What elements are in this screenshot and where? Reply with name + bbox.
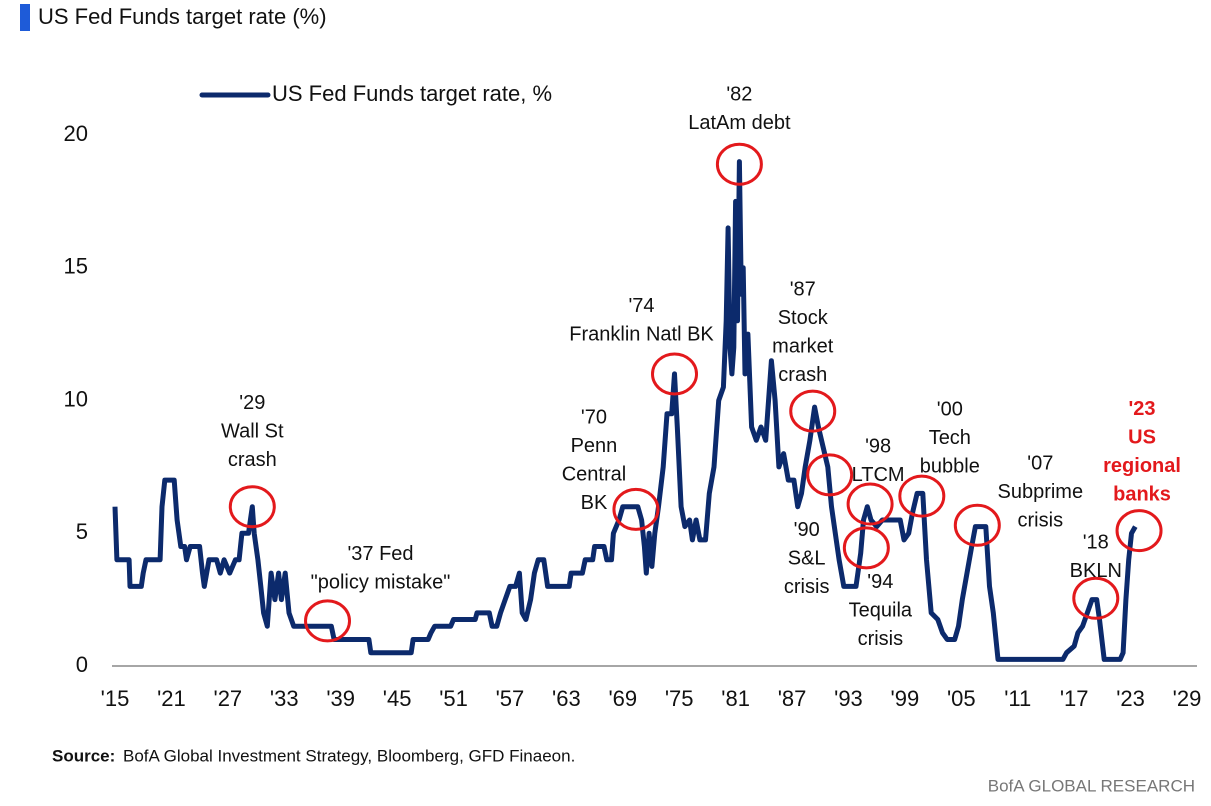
highlight-circle: [898, 474, 946, 518]
annotation: regional: [1103, 455, 1181, 477]
highlight-circle: [842, 526, 890, 570]
highlight-circle: [789, 389, 837, 433]
x-tick-label: '75: [665, 686, 694, 711]
x-tick-label: '27: [214, 686, 243, 711]
x-tick-label: '05: [947, 686, 976, 711]
annotation: Stock: [778, 307, 829, 329]
annotation: Tech: [929, 427, 971, 449]
x-tick-label: '21: [157, 686, 186, 711]
x-tick-label: '39: [326, 686, 355, 711]
annotation: '90: [794, 519, 820, 541]
annotation: '70: [581, 407, 607, 429]
annotation: "policy mistake": [311, 572, 451, 594]
x-tick-label: '57: [496, 686, 525, 711]
highlight-circle: [715, 142, 763, 186]
title-marker: [20, 4, 30, 31]
y-tick-label: 10: [64, 386, 88, 411]
series-line: [112, 159, 1138, 662]
annotation: crisis: [858, 628, 904, 650]
x-tick-label: '87: [778, 686, 807, 711]
x-tick-label: '69: [608, 686, 637, 711]
annotation: LTCM: [852, 464, 905, 486]
annotation: Wall St: [221, 420, 284, 442]
annotation: crisis: [1018, 510, 1064, 532]
annotation: crash: [778, 364, 827, 386]
annotation: '18: [1083, 532, 1109, 554]
annotation: '94: [867, 571, 893, 593]
highlight-circle: [1072, 576, 1120, 620]
annotation: Central: [562, 464, 626, 486]
annotation: '82: [726, 83, 752, 105]
x-tick-label: '45: [383, 686, 412, 711]
highlight-circle: [612, 487, 660, 531]
annotation: '00: [937, 398, 963, 420]
annotation: US: [1128, 426, 1156, 448]
y-tick-label: 5: [76, 519, 88, 544]
highlight-circle: [806, 453, 854, 497]
source-label: Source:: [52, 746, 115, 765]
annotation: Franklin Natl BK: [569, 324, 714, 346]
footer: BofA GLOBAL RESEARCH: [988, 776, 1195, 795]
annotation: Penn: [571, 435, 618, 457]
highlight-circle: [228, 485, 276, 529]
annotation: '07: [1027, 453, 1053, 475]
x-tick-label: '93: [834, 686, 863, 711]
annotation: crisis: [784, 576, 830, 598]
highlight-circle: [953, 503, 1001, 547]
y-tick-label: 20: [64, 121, 88, 146]
annotation: banks: [1113, 483, 1171, 505]
source: BofA Global Investment Strategy, Bloombe…: [123, 746, 575, 765]
x-tick-label: '51: [439, 686, 468, 711]
highlight-circle: [304, 599, 352, 643]
highlight-circle: [1115, 509, 1163, 553]
annotation: Subprime: [997, 481, 1083, 503]
x-tick-label: '23: [1116, 686, 1145, 711]
highlight-circle: [846, 482, 894, 526]
x-tick-label: '29: [1173, 686, 1202, 711]
annotation: S&L: [788, 548, 826, 570]
annotation: '87: [790, 278, 816, 300]
highlight-circle: [651, 352, 699, 396]
x-tick-label: '17: [1060, 686, 1089, 711]
x-tick-label: '63: [552, 686, 581, 711]
y-tick-label: 0: [76, 652, 88, 677]
annotation: crash: [228, 449, 277, 471]
legend-label: US Fed Funds target rate, %: [272, 81, 552, 106]
y-tick-label: 15: [64, 254, 88, 279]
x-tick-label: '99: [891, 686, 920, 711]
chart-title: US Fed Funds target rate (%): [38, 4, 327, 29]
x-tick-label: '11: [1004, 686, 1031, 711]
x-tick-label: '81: [721, 686, 750, 711]
x-tick-label: '33: [270, 686, 299, 711]
annotation: BK: [581, 492, 608, 514]
annotation: market: [772, 335, 834, 357]
annotation: Tequila: [849, 600, 913, 622]
annotation: '74: [628, 295, 654, 317]
annotation: LatAm debt: [688, 112, 791, 134]
annotation: '29: [239, 392, 265, 414]
annotation: bubble: [920, 455, 980, 477]
annotation: '37 Fed: [347, 543, 413, 565]
x-tick-label: '15: [101, 686, 130, 711]
annotation: '23: [1129, 398, 1156, 420]
annotation: BKLN: [1070, 560, 1122, 582]
annotation: '98: [865, 435, 891, 457]
